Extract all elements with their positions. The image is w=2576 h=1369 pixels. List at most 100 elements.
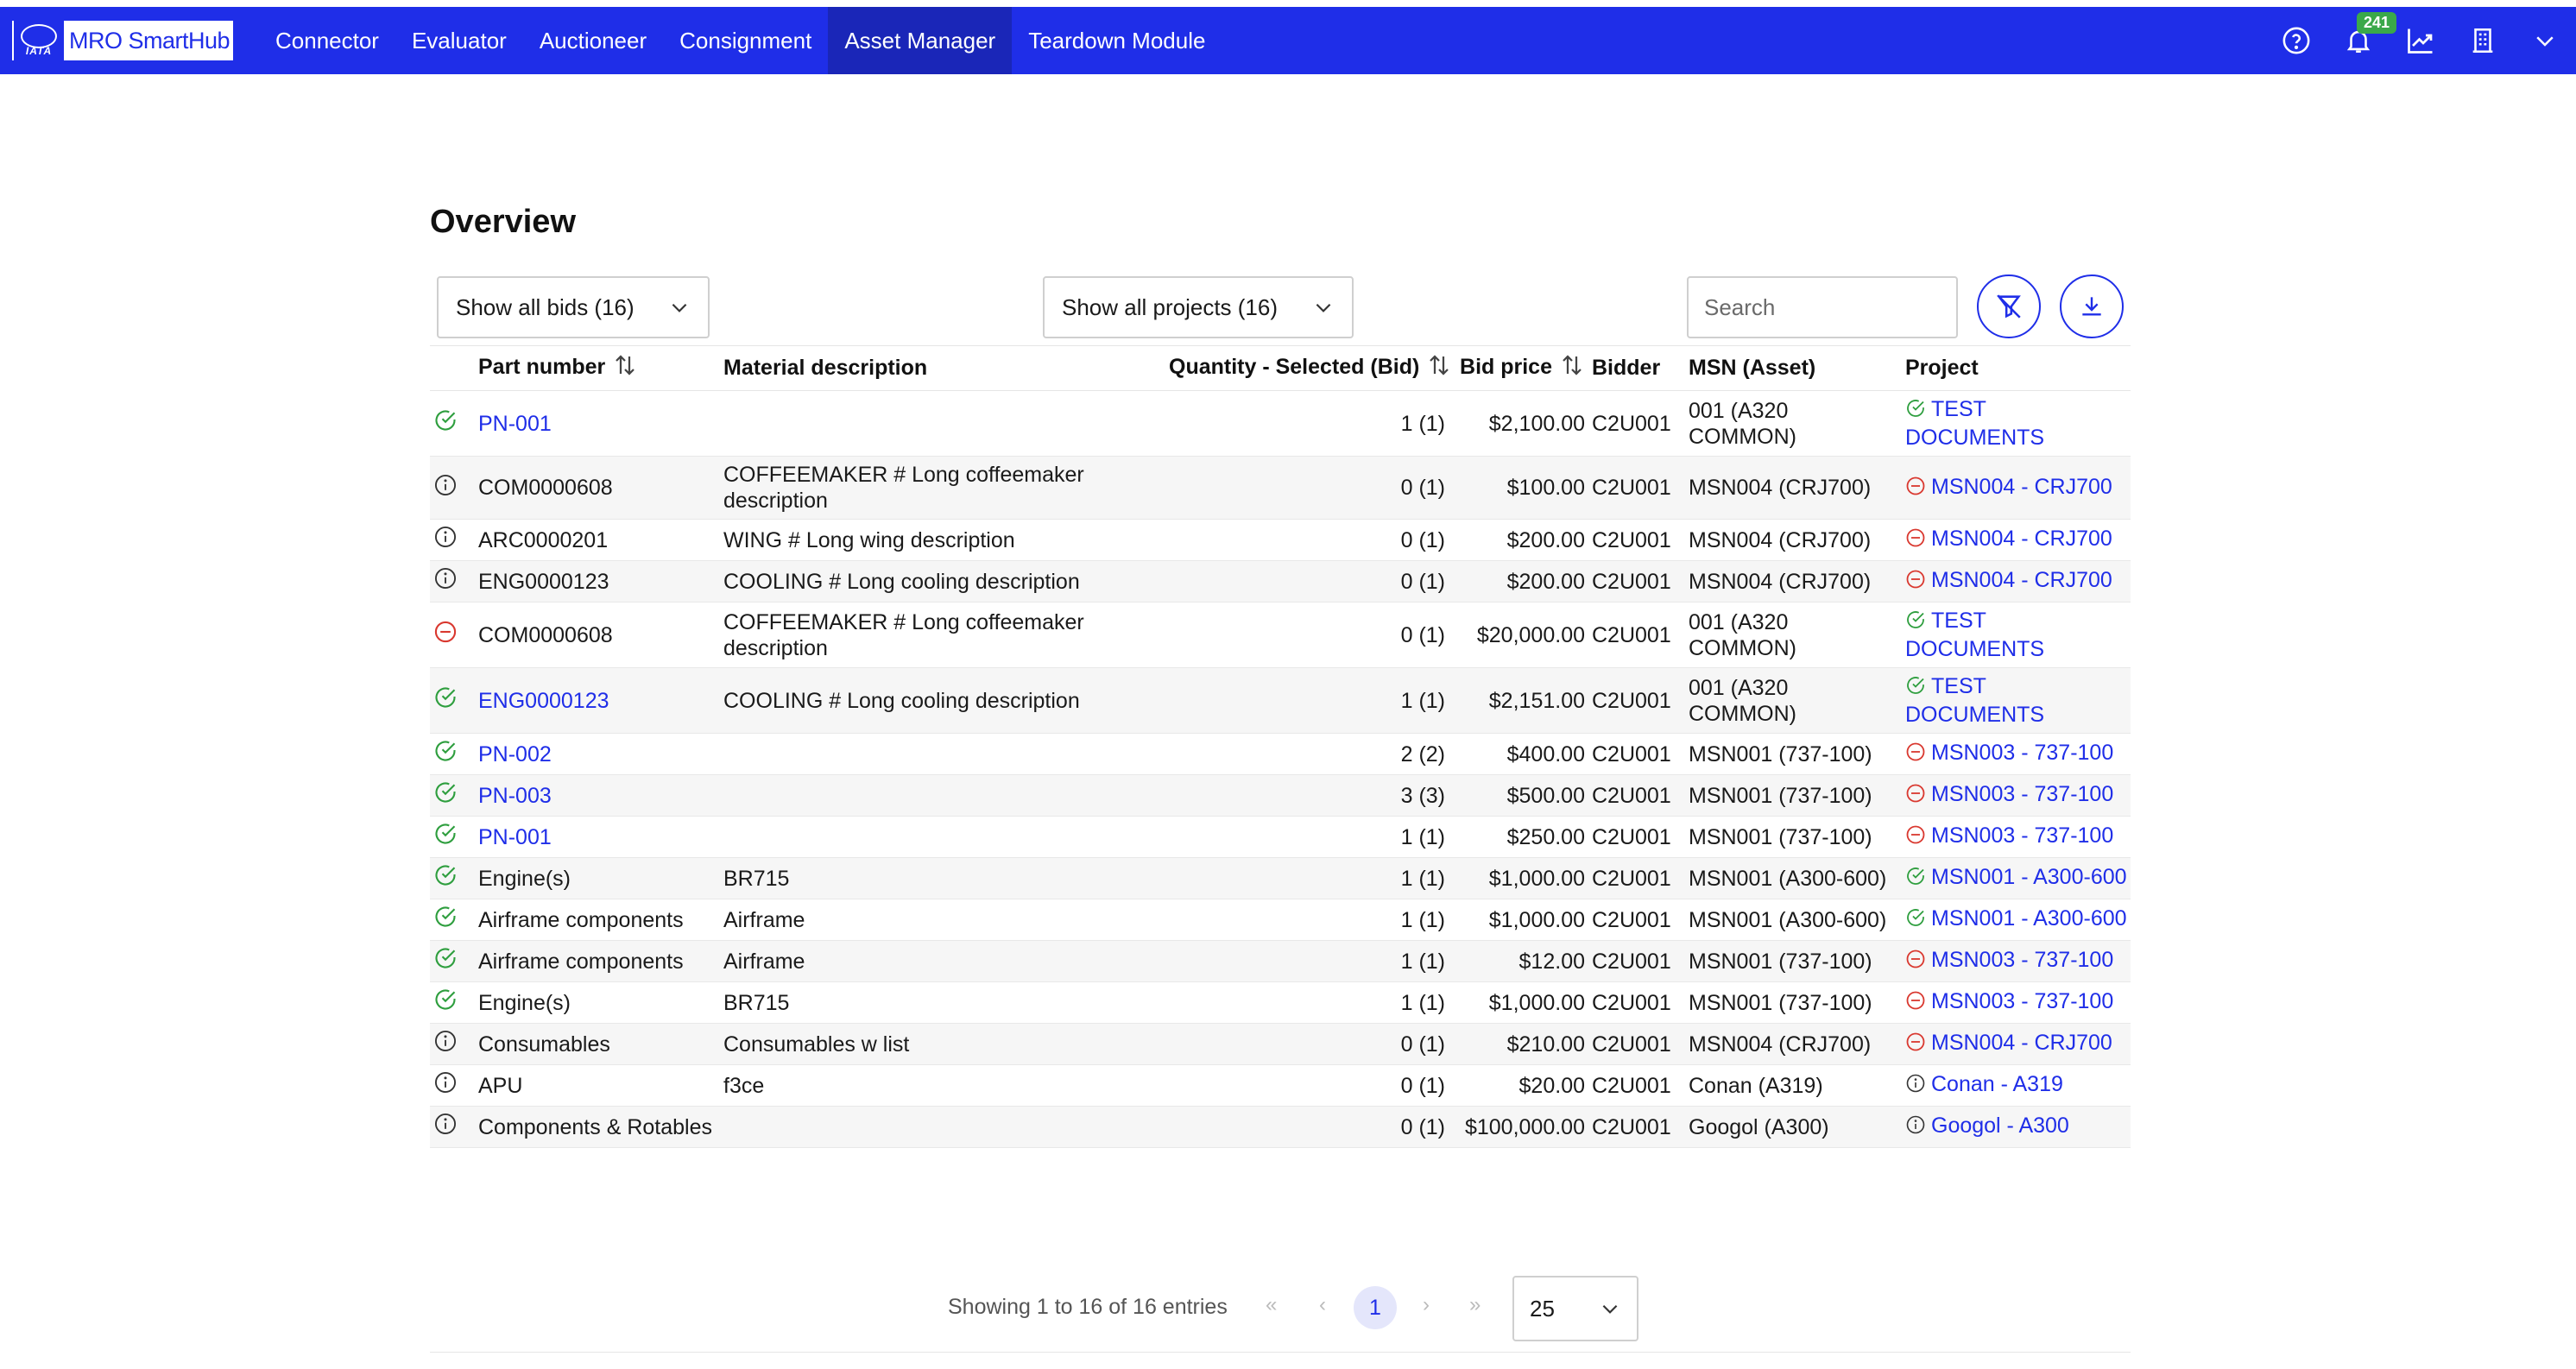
part-number-link[interactable]: PN-003 (478, 783, 552, 808)
part-number-cell[interactable]: PN-003 (475, 774, 720, 817)
project-cell[interactable]: MSN004 - CRJ700 (1902, 456, 2131, 520)
project-cell[interactable]: MSN003 - 737-100 (1902, 774, 2131, 817)
project-cell[interactable]: TEST DOCUMENTS (1902, 602, 2131, 668)
row-status (430, 774, 475, 817)
help-button[interactable] (2265, 7, 2327, 74)
part-number-column-header[interactable]: Part number (475, 345, 720, 391)
company-button[interactable] (2452, 7, 2514, 74)
project-link[interactable]: TEST DOCUMENTS (1905, 674, 2045, 727)
project-link[interactable]: MSN003 - 737-100 (1931, 948, 2114, 972)
projects-filter-dropdown[interactable]: Show all projects (16) (1043, 276, 1354, 338)
part-number-link[interactable]: PN-001 (478, 824, 552, 849)
table-row[interactable]: Airframe components Airframe 1 (1) $12.00 C2… (430, 940, 2131, 982)
page-size-value: 25 (1530, 1295, 1555, 1322)
last-page-button[interactable]: » (1469, 1293, 1481, 1316)
bid-price-cell: $12.00 (1449, 940, 1588, 982)
bidder-cell: C2U001 (1588, 456, 1685, 520)
table-row[interactable]: APU f3ce 0 (1) $20.00 C2U001 Conan (A319) Cona… (430, 1064, 2131, 1107)
nav-item-asset-manager[interactable]: Asset Manager (828, 7, 1013, 74)
logo[interactable]: IATA MRO SmartHub (10, 19, 235, 62)
project-cell[interactable]: MSN004 - CRJ700 (1902, 1023, 2131, 1065)
project-link[interactable]: MSN003 - 737-100 (1931, 741, 2114, 765)
project-link[interactable]: TEST DOCUMENTS (1905, 609, 2045, 661)
project-link[interactable]: MSN003 - 737-100 (1931, 782, 2114, 806)
quantity-cell: 1 (1) (1165, 981, 1449, 1024)
table-row[interactable]: Engine(s) BR715 1 (1) $1,000.00 C2U001 MSN001… (430, 857, 2131, 899)
project-cell[interactable]: MSN001 - A300-600 (1902, 899, 2131, 941)
quantity-cell: 1 (1) (1165, 940, 1449, 982)
table-row[interactable]: Components & Rotables 0 (1) $100,000.00 C2U… (430, 1106, 2131, 1148)
nav-item-auctioneer[interactable]: Auctioneer (539, 27, 647, 54)
sort-icon[interactable] (1559, 352, 1585, 384)
project-cell[interactable]: Googol - A300 (1902, 1106, 2131, 1148)
project-cell[interactable]: MSN003 - 737-100 (1902, 816, 2131, 858)
table-row[interactable]: ARC0000201 WING # Long wing description 0 … (430, 519, 2131, 561)
table-row[interactable]: PN-001 1 (1) $250.00 C2U001 MSN001 (737-100)… (430, 816, 2131, 858)
project-link[interactable]: MSN003 - 737-100 (1931, 989, 2114, 1013)
part-number-cell[interactable]: PN-001 (475, 390, 720, 457)
nav-item-consignment[interactable]: Consignment (679, 27, 812, 54)
nav-item-evaluator[interactable]: Evaluator (411, 27, 507, 54)
project-cell[interactable]: TEST DOCUMENTS (1902, 390, 2131, 457)
info-circle-icon (434, 1071, 457, 1094)
first-page-button[interactable]: « (1266, 1293, 1278, 1316)
project-link[interactable]: MSN004 - CRJ700 (1931, 568, 2112, 592)
table-row[interactable]: COM0000608 COFFEEMAKER # Long coffeemaker… (430, 602, 2131, 668)
project-cell[interactable]: TEST DOCUMENTS (1902, 667, 2131, 734)
table-row[interactable]: Consumables Consumables w list 0 (1) $210.0… (430, 1023, 2131, 1065)
table-row[interactable]: Airframe components Airframe 1 (1) $1,000.0… (430, 899, 2131, 941)
material-description-cell (720, 816, 1165, 858)
prev-page-button[interactable]: ‹ (1319, 1293, 1326, 1316)
part-number-link[interactable]: ENG0000123 (478, 688, 609, 713)
project-cell[interactable]: MSN003 - 737-100 (1902, 940, 2131, 982)
project-link[interactable]: TEST DOCUMENTS (1905, 397, 2045, 450)
table-row[interactable]: Engine(s) BR715 1 (1) $1,000.00 C2U001 MSN001… (430, 981, 2131, 1024)
sort-icon[interactable] (612, 352, 638, 384)
project-cell[interactable]: Conan - A319 (1902, 1064, 2131, 1107)
project-cell[interactable]: MSN004 - CRJ700 (1902, 560, 2131, 602)
project-cell[interactable]: MSN003 - 737-100 (1902, 733, 2131, 775)
download-button[interactable] (2060, 274, 2124, 338)
project-cell[interactable]: MSN004 - CRJ700 (1902, 519, 2131, 561)
page-size-select[interactable]: 25 (1512, 1276, 1638, 1341)
table-row[interactable]: PN-001 1 (1) $2,100.00 C2U001 001 (A320 COMM… (430, 390, 2131, 457)
part-number-text: APU (478, 1073, 523, 1098)
project-link[interactable]: MSN004 - CRJ700 (1931, 474, 2112, 499)
clear-filter-button[interactable] (1977, 274, 2041, 338)
part-number-cell[interactable]: PN-002 (475, 733, 720, 775)
analytics-button[interactable] (2390, 7, 2452, 74)
nav-item-connector[interactable]: Connector (275, 27, 379, 54)
part-number-cell: COM0000608 (475, 602, 720, 668)
table-row[interactable]: PN-003 3 (3) $500.00 C2U001 MSN001 (737-100)… (430, 774, 2131, 817)
bids-filter-dropdown[interactable]: Show all bids (16) (437, 276, 710, 338)
table-row[interactable]: ENG0000123 COOLING # Long cooling descrip… (430, 560, 2131, 602)
project-cell[interactable]: MSN001 - A300-600 (1902, 857, 2131, 899)
project-link[interactable]: Conan - A319 (1931, 1072, 2063, 1096)
pagination-summary: Showing 1 to 16 of 16 entries (948, 1295, 1228, 1319)
part-number-text: COM0000608 (478, 622, 613, 647)
project-link[interactable]: MSN001 - A300-600 (1931, 865, 2127, 889)
project-link[interactable]: MSN004 - CRJ700 (1931, 1031, 2112, 1055)
table-row[interactable]: COM0000608 COFFEEMAKER # Long coffeemaker… (430, 456, 2131, 520)
notifications-button[interactable]: 241 (2327, 7, 2397, 74)
user-menu-button[interactable] (2514, 7, 2576, 74)
page-1-button[interactable]: 1 (1354, 1286, 1397, 1329)
part-number-cell[interactable]: PN-001 (475, 816, 720, 858)
search-input[interactable] (1687, 276, 1958, 338)
sort-icon[interactable] (1426, 352, 1452, 384)
part-number-link[interactable]: PN-002 (478, 741, 552, 767)
table-row[interactable]: ENG0000123 COOLING # Long cooling descrip… (430, 667, 2131, 734)
bid-price-column-header[interactable]: Bid price (1449, 345, 1588, 391)
project-cell[interactable]: MSN003 - 737-100 (1902, 981, 2131, 1024)
project-link[interactable]: MSN003 - 737-100 (1931, 823, 2114, 848)
project-link[interactable]: MSN004 - CRJ700 (1931, 527, 2112, 551)
nav-item-teardown-module[interactable]: Teardown Module (1028, 27, 1206, 54)
next-page-button[interactable]: › (1423, 1293, 1430, 1316)
part-number-cell: ENG0000123 (475, 560, 720, 602)
project-link[interactable]: Googol - A300 (1931, 1113, 2069, 1138)
table-row[interactable]: PN-002 2 (2) $400.00 C2U001 MSN001 (737-100)… (430, 733, 2131, 775)
quantity-column-header[interactable]: Quantity - Selected (Bid) (1165, 345, 1452, 391)
part-number-link[interactable]: PN-001 (478, 411, 552, 436)
part-number-cell[interactable]: ENG0000123 (475, 667, 720, 734)
project-link[interactable]: MSN001 - A300-600 (1931, 906, 2127, 931)
